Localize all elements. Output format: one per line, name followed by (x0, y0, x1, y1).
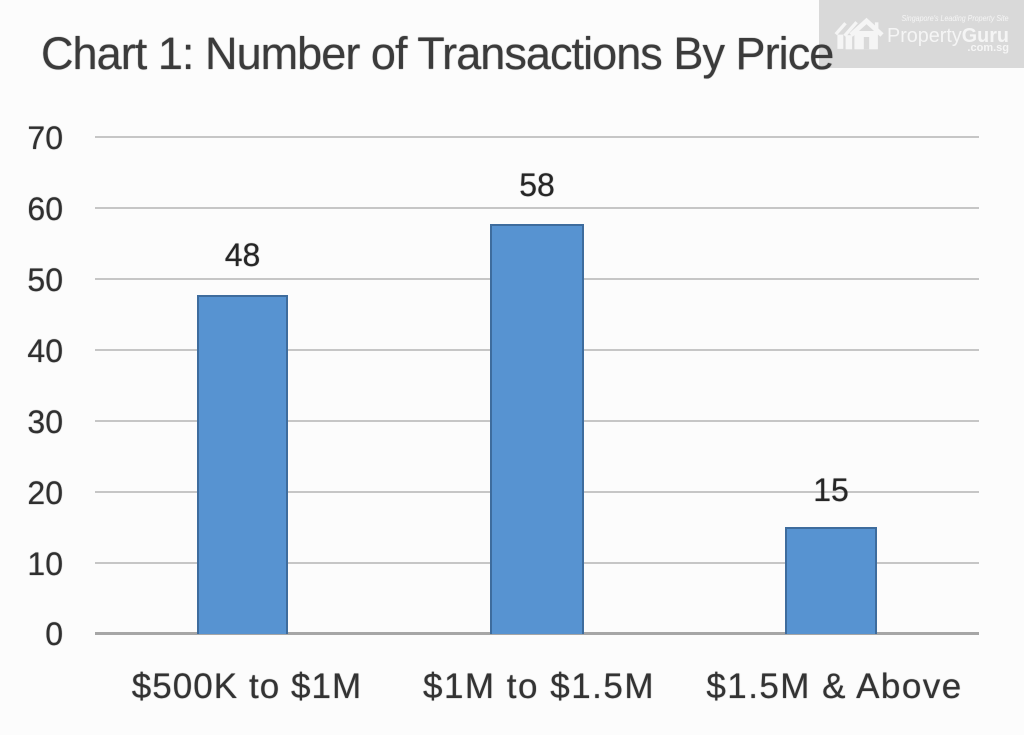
svg-text:.com.sg: .com.sg (967, 42, 1009, 54)
svg-text:PropertyGuru: PropertyGuru (887, 25, 1009, 47)
svg-text:Singapore's Leading Property S: Singapore's Leading Property Site (902, 13, 1009, 23)
